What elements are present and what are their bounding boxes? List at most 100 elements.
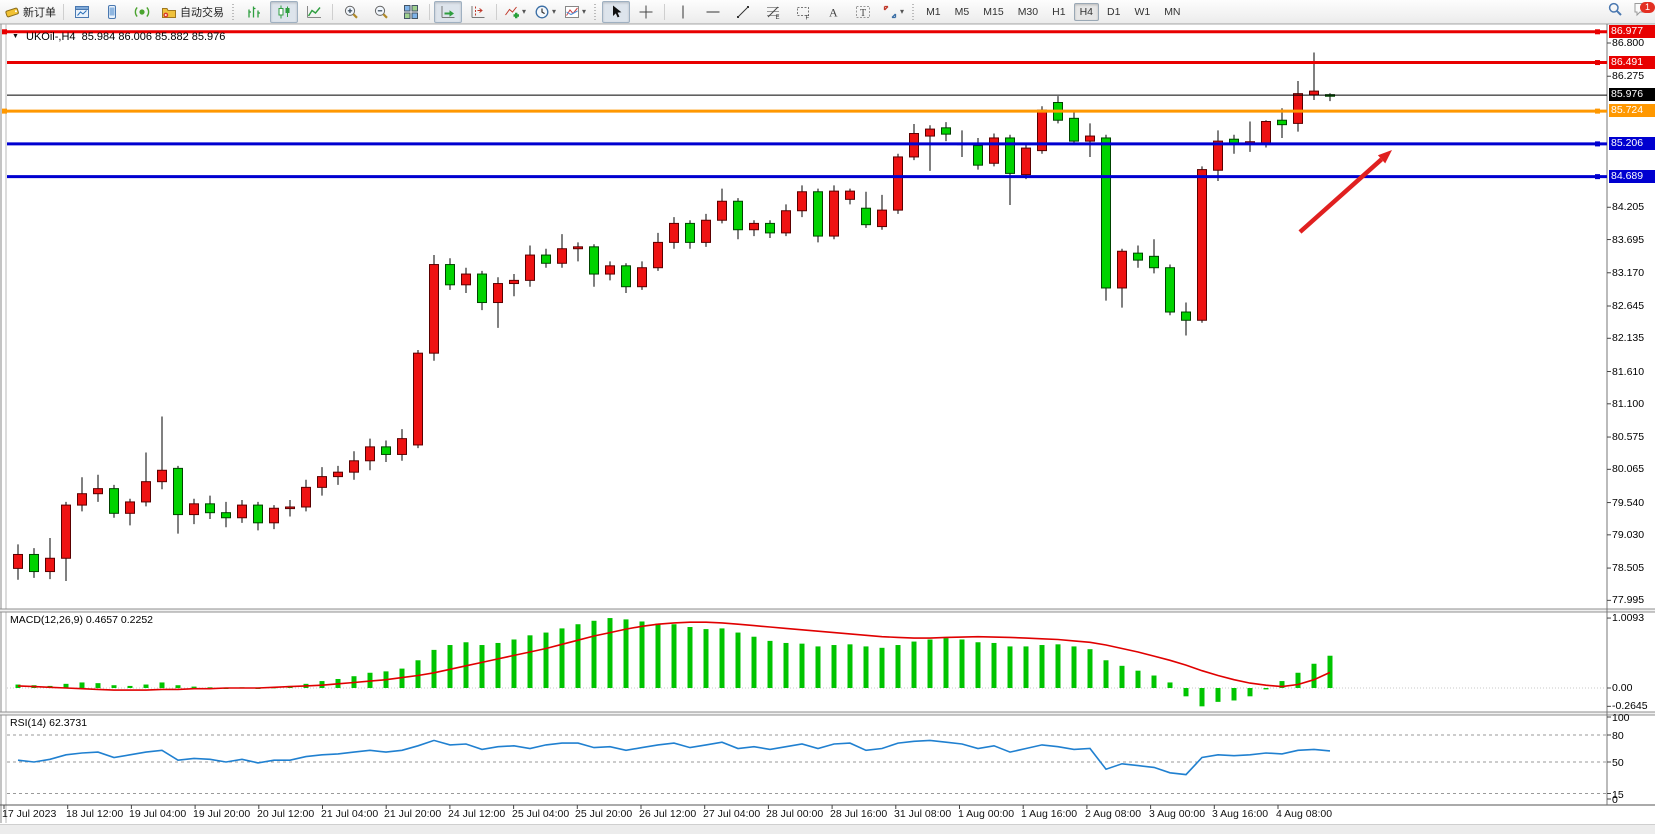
toolbar-separator <box>664 3 666 20</box>
candle-body <box>685 222 695 243</box>
svg-text:A: A <box>829 5 838 19</box>
line-chart-button[interactable] <box>300 1 328 23</box>
timeframe-w1[interactable]: W1 <box>1134 5 1151 18</box>
timeframe-m1[interactable]: M1 <box>926 5 941 18</box>
candle-body <box>573 246 583 250</box>
timeframe-m5[interactable]: M5 <box>954 5 970 18</box>
candle-body <box>1101 137 1111 289</box>
templates-button[interactable]: ▾ <box>561 1 589 23</box>
text-button[interactable]: A <box>819 1 847 23</box>
indicators-button[interactable]: ▾ <box>501 1 529 23</box>
chevron-down-icon[interactable]: ▾ <box>522 7 527 16</box>
candle-body <box>637 267 647 288</box>
line-handle[interactable] <box>1595 174 1600 180</box>
notifications-button[interactable]: 1 <box>1633 1 1655 22</box>
macd-histogram <box>15 618 1333 707</box>
candle-body <box>717 200 727 221</box>
annotation-arrow[interactable] <box>1298 157 1384 234</box>
chevron-down-icon[interactable]: ▾ <box>552 7 557 16</box>
chevron-down-icon[interactable]: ▾ <box>582 7 587 16</box>
cursor-button[interactable] <box>602 0 631 23</box>
candle-body <box>749 222 759 231</box>
zoom-out-button[interactable] <box>367 1 395 23</box>
candle-body <box>1293 93 1303 124</box>
line-chart-icon <box>306 4 322 20</box>
horizontal-line-button[interactable] <box>699 1 727 23</box>
candle-body <box>669 222 679 243</box>
new-order-button[interactable]: 新订单 <box>1 1 59 23</box>
candle-body <box>845 190 855 200</box>
toolbar-drag-handle[interactable] <box>593 3 599 20</box>
line-handle[interactable] <box>1595 141 1600 147</box>
auto-scroll-button[interactable] <box>434 0 462 23</box>
auto-scroll-icon <box>440 4 456 20</box>
timeframe-h4[interactable]: H4 <box>1073 2 1099 21</box>
annotation-arrowhead[interactable] <box>1377 150 1392 164</box>
open-chart-button[interactable] <box>68 1 96 23</box>
trendline-button[interactable] <box>729 1 757 23</box>
bottom-band <box>0 824 1655 834</box>
candle-body <box>1069 117 1079 142</box>
line-handle[interactable] <box>1595 60 1600 66</box>
fibonacci-button[interactable]: E <box>759 1 787 23</box>
candle-body <box>173 467 183 516</box>
candle-body <box>509 279 519 285</box>
candle-body <box>797 191 807 212</box>
line-handle[interactable] <box>2 29 7 35</box>
toolbar-drag-handle[interactable] <box>231 3 236 20</box>
toolbar: 新订单 自动交易 ▾ ▾ ▾ E F A T ▾ M1 M5 M15 M30 H1 H4 D1 W1 MN 1 <box>0 0 1655 24</box>
mobile-icon <box>104 4 120 20</box>
candle-body <box>253 504 263 524</box>
candle-body <box>93 488 103 495</box>
svg-text:F: F <box>806 15 810 20</box>
channel-button[interactable]: F <box>789 1 817 23</box>
svg-text:E: E <box>776 15 780 20</box>
mobile-terminal-button[interactable] <box>98 1 126 23</box>
search-button[interactable] <box>1607 1 1623 22</box>
tile-windows-button[interactable] <box>397 1 425 23</box>
notification-badge: 1 <box>1640 2 1655 13</box>
tile-windows-icon <box>403 4 419 20</box>
toolbar-drag-handle[interactable] <box>911 3 917 20</box>
arrows-button[interactable]: ▾ <box>879 1 907 23</box>
vertical-line-button[interactable] <box>669 1 697 23</box>
timeframe-mn[interactable]: MN <box>1164 5 1181 18</box>
line-handle[interactable] <box>1595 108 1600 114</box>
toolbar-separator <box>332 3 333 20</box>
candle-body <box>349 460 359 473</box>
candle-body <box>861 207 871 226</box>
candle-body <box>1165 267 1175 313</box>
channel-icon: F <box>795 4 811 20</box>
crosshair-button[interactable] <box>632 1 660 23</box>
autotrade-button[interactable]: 自动交易 <box>158 1 227 23</box>
chart-shift-button[interactable] <box>464 1 492 23</box>
candle-body <box>1085 135 1095 142</box>
timeframe-m30[interactable]: M30 <box>1017 5 1039 18</box>
chevron-down-icon[interactable]: ▼ <box>12 33 19 40</box>
text-label-button[interactable]: T <box>849 1 877 23</box>
line-handle[interactable] <box>1595 29 1600 35</box>
candlestick-button[interactable] <box>270 0 298 23</box>
candle-body <box>1005 137 1015 174</box>
candle-body <box>557 248 567 264</box>
zoom-in-button[interactable] <box>337 1 365 23</box>
bar-chart-button[interactable] <box>240 1 268 23</box>
crosshair-icon <box>638 4 654 20</box>
candles <box>13 52 1335 582</box>
chevron-down-icon[interactable]: ▾ <box>900 7 905 16</box>
signals-button[interactable] <box>128 1 156 23</box>
candle-body <box>941 127 951 135</box>
timeframe-m15[interactable]: M15 <box>983 5 1004 18</box>
rsi-label: RSI(14) 62.3731 <box>10 717 88 729</box>
candle-body <box>925 128 935 137</box>
candle-body <box>877 209 887 228</box>
timeframe-h1[interactable]: H1 <box>1052 5 1066 18</box>
candle-body <box>621 265 631 288</box>
rsi-line <box>17 739 1331 776</box>
periods-button[interactable]: ▾ <box>531 1 559 23</box>
line-handle[interactable] <box>2 108 7 114</box>
candle-body <box>1181 311 1191 321</box>
timeframe-d1[interactable]: D1 <box>1107 5 1121 18</box>
